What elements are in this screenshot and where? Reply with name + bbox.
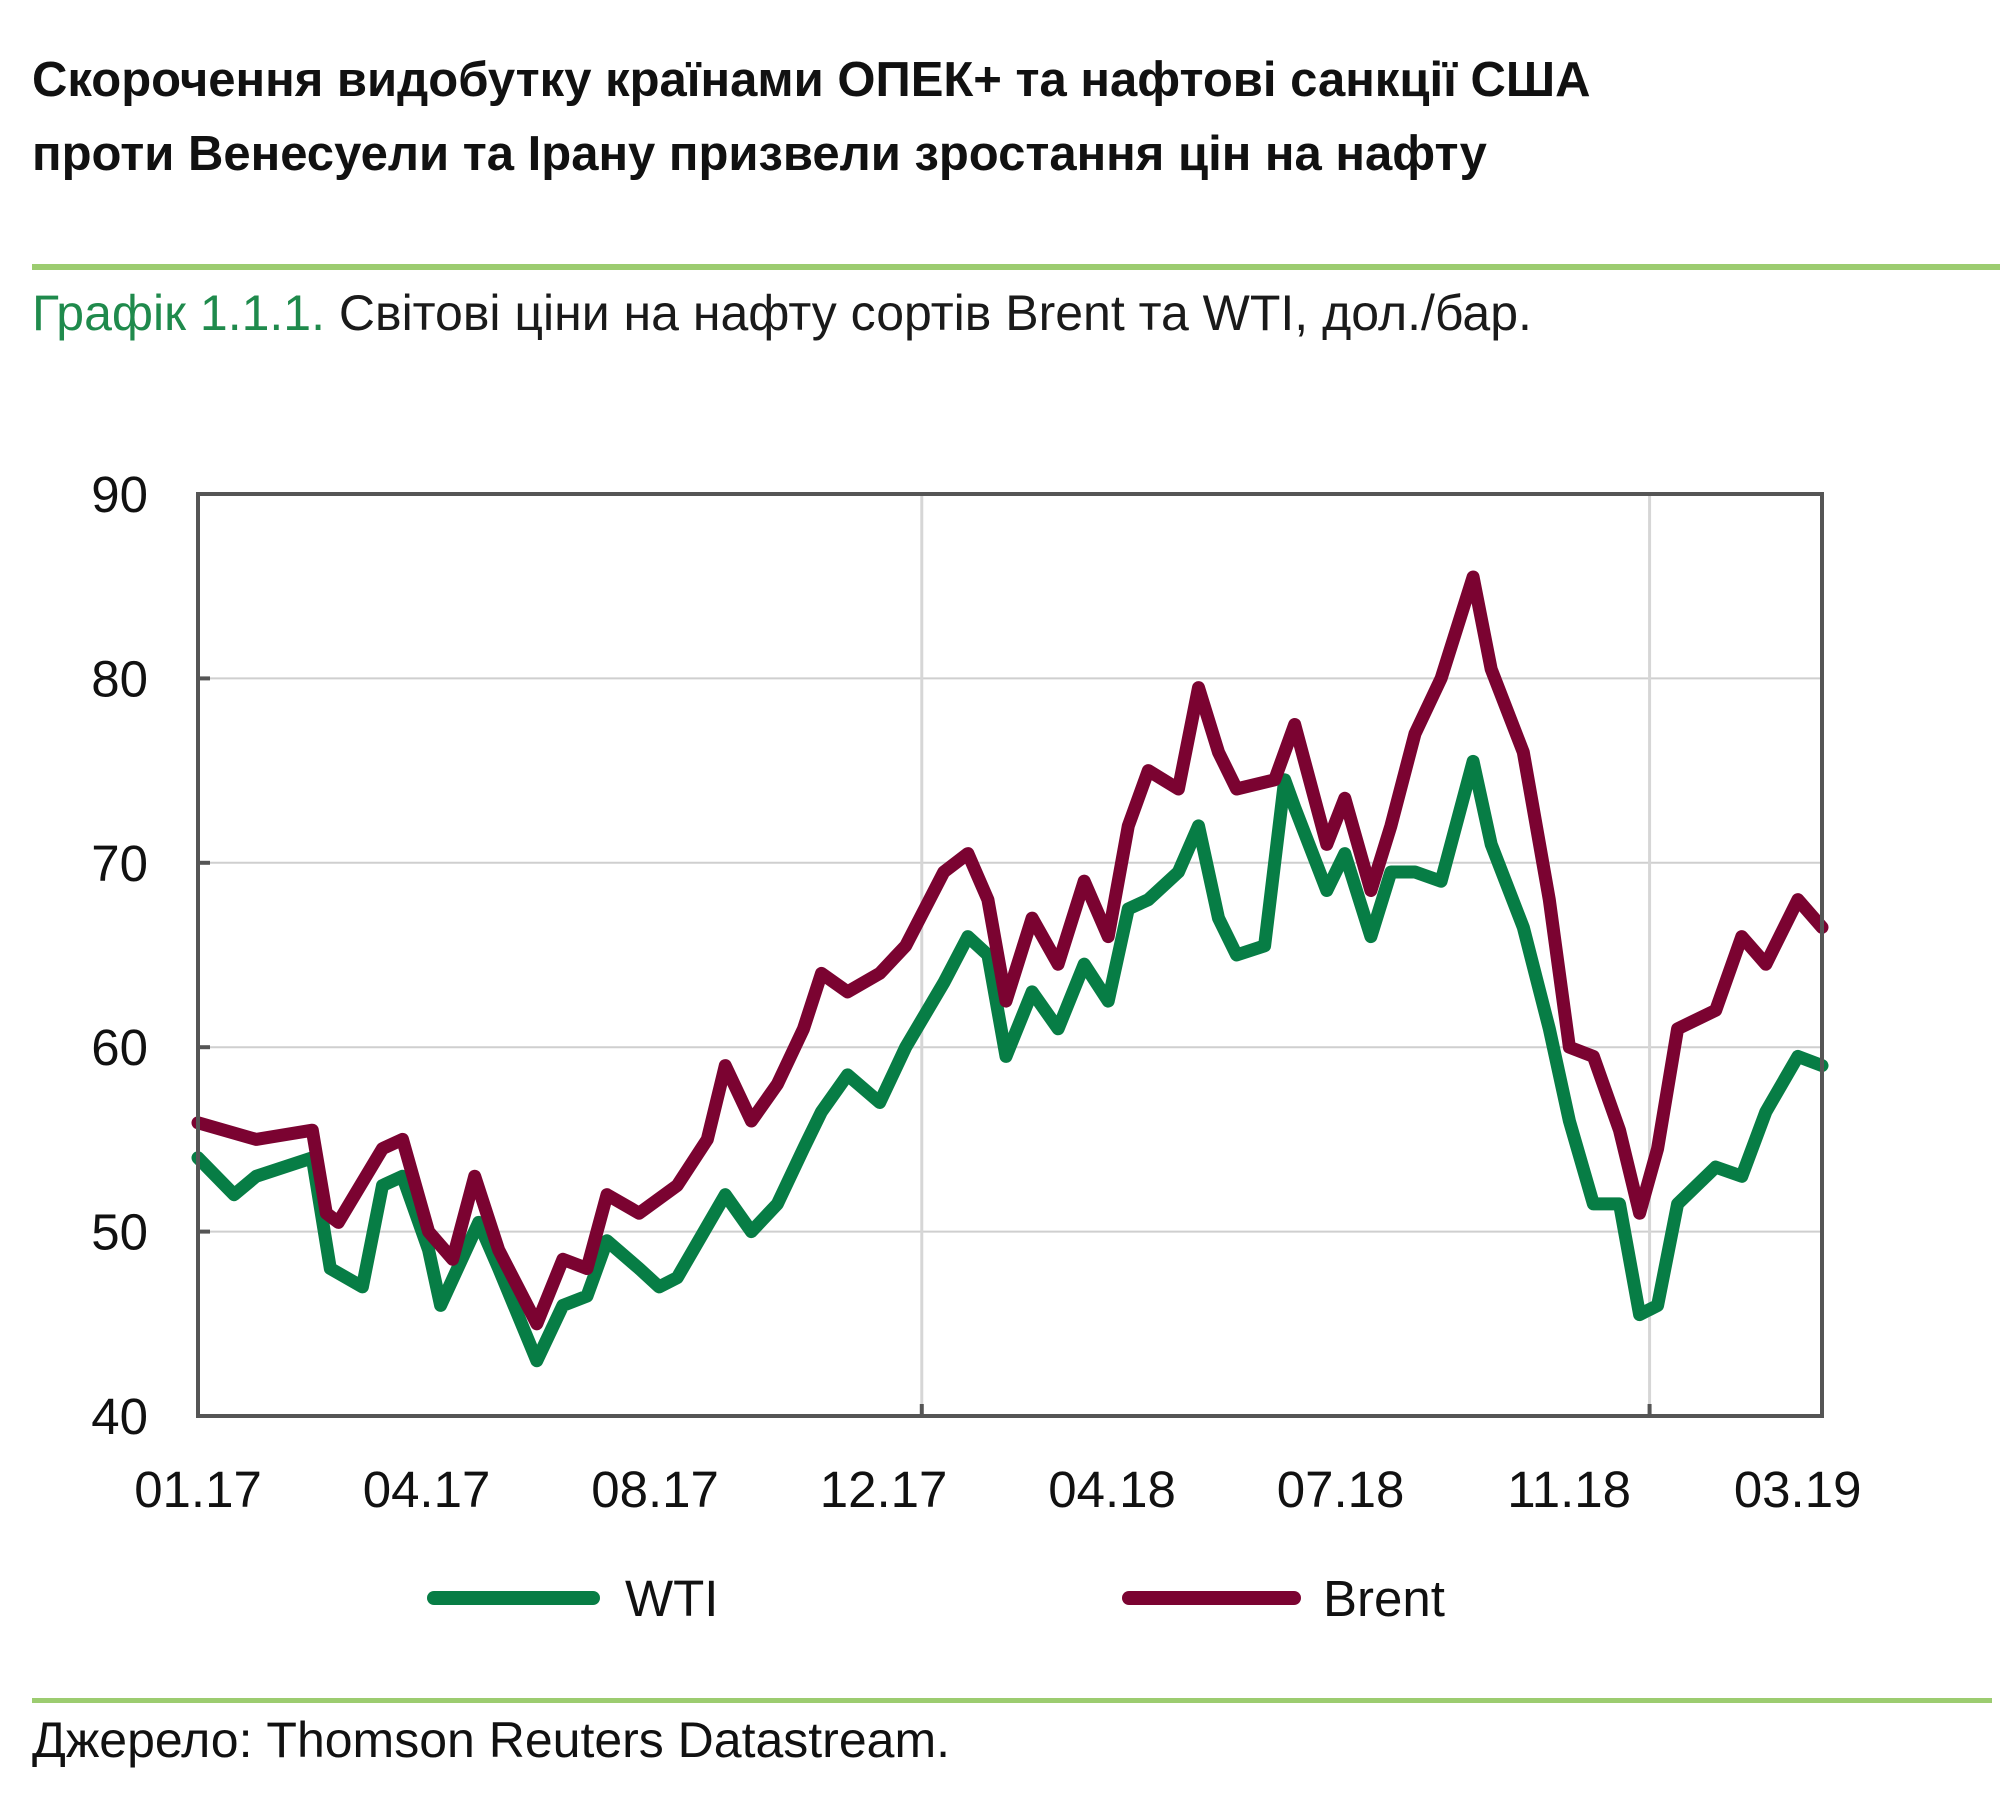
x-tick-label: 04.17 [363,1461,491,1518]
x-tick-label: 07.18 [1277,1461,1405,1518]
series-line-wti [191,754,1829,1368]
source-note: Джерело: Thomson Reuters Datastream. [32,1712,950,1768]
title-line-2: проти Венесуели та Ірану призвели зроста… [32,127,1487,181]
figure-caption: Графік 1.1.1. Світові ціни на нафту сорт… [32,285,1532,341]
legend-label-wti: WTI [625,1570,718,1627]
y-tick-label: 70 [91,835,148,892]
title-line-1: Скорочення видобутку країнами ОПЕК+ та н… [32,53,1590,107]
x-tick-label: 11.18 [1507,1461,1631,1518]
x-tick-label: 03.19 [1734,1461,1862,1518]
x-tick-label: 01.17 [134,1461,262,1518]
y-tick-label: 90 [91,466,148,523]
x-tick-label: 08.17 [591,1461,719,1518]
plot-frame [196,492,1824,1418]
figure-caption-text: Світові ціни на нафту сортів Brent та WT… [325,285,1532,341]
series-line-brent [191,570,1829,1331]
figure-number: Графік 1.1.1. [32,285,325,341]
x-axis-ticks: 01.17 04.17 08.17 12.17 04.18 07.18 11.18 03.19 [134,1461,1861,1518]
legend-label-brent: Brent [1323,1570,1445,1627]
x-tick-label: 04.18 [1048,1461,1176,1518]
gridlines [198,494,1822,1416]
y-tick-label: 60 [91,1019,148,1076]
y-tick-label: 80 [91,650,148,707]
y-tick-label: 50 [91,1204,148,1261]
y-axis-ticks: 40 50 60 70 80 90 [91,466,210,1445]
top-separator [32,264,2000,270]
legend: WTI Brent [427,1570,1445,1627]
x-tick-label: 12.17 [820,1461,948,1518]
bottom-separator [32,1698,1992,1703]
series-lines [191,570,1829,1368]
y-tick-label: 40 [91,1388,148,1445]
